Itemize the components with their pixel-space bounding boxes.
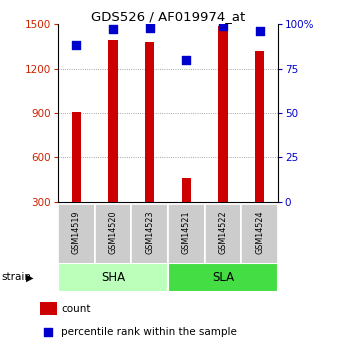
- Title: GDS526 / AF019974_at: GDS526 / AF019974_at: [91, 10, 245, 23]
- Point: [110, 27, 116, 32]
- Bar: [218, 26, 227, 202]
- Bar: [72, 111, 81, 202]
- Text: strain: strain: [2, 273, 32, 282]
- Point: [147, 25, 152, 30]
- Text: count: count: [61, 304, 91, 314]
- Bar: [145, 42, 154, 202]
- Bar: [182, 178, 191, 202]
- Text: GSM14521: GSM14521: [182, 211, 191, 254]
- Text: GSM14523: GSM14523: [145, 211, 154, 254]
- Text: GSM14520: GSM14520: [108, 211, 117, 254]
- Text: percentile rank within the sample: percentile rank within the sample: [61, 327, 237, 337]
- Bar: [255, 51, 264, 202]
- Point: [220, 23, 226, 29]
- Bar: [108, 40, 118, 202]
- Text: GSM14522: GSM14522: [219, 211, 227, 254]
- Point: [183, 57, 189, 62]
- Text: SLA: SLA: [212, 271, 234, 284]
- Bar: [131, 204, 168, 264]
- Point: [74, 43, 79, 48]
- Point: [257, 29, 262, 34]
- Bar: [58, 263, 168, 292]
- Text: ▶: ▶: [26, 273, 33, 282]
- Text: SHA: SHA: [101, 271, 125, 284]
- Bar: [241, 204, 278, 264]
- Bar: [58, 204, 95, 264]
- Bar: [168, 204, 205, 264]
- Bar: [205, 204, 241, 264]
- Bar: [40, 302, 57, 315]
- Text: GSM14524: GSM14524: [255, 211, 264, 254]
- Bar: [168, 263, 278, 292]
- Text: GSM14519: GSM14519: [72, 211, 81, 254]
- Bar: [95, 204, 131, 264]
- Point: [45, 329, 51, 334]
